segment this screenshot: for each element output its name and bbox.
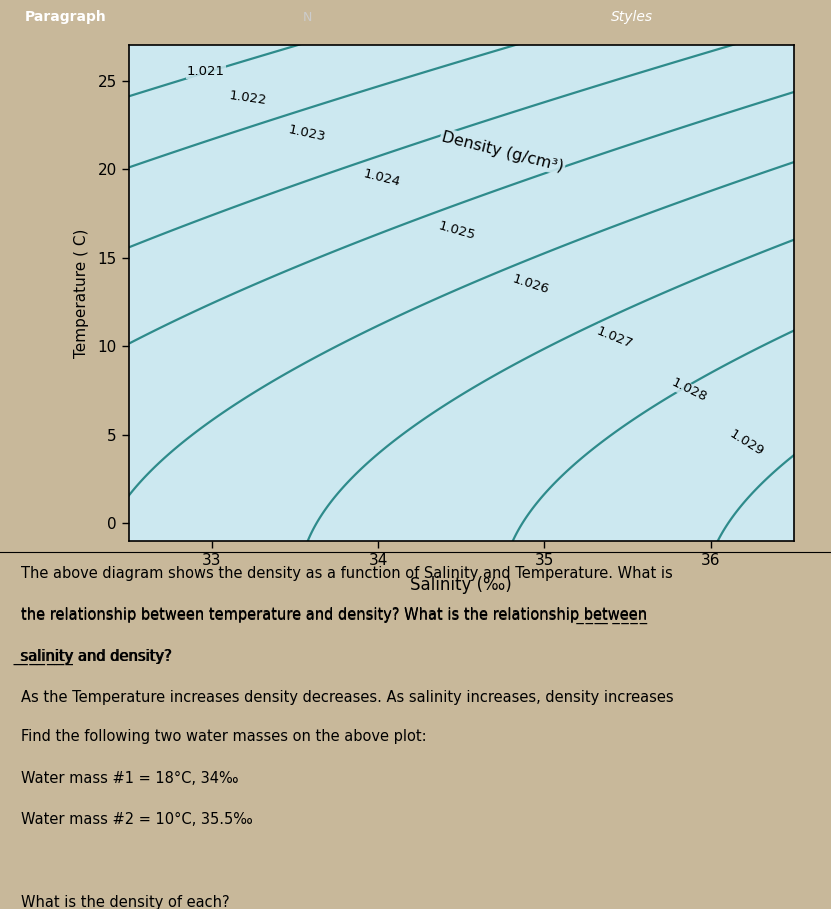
Text: Paragraph: Paragraph — [25, 10, 106, 25]
Text: What is the density of each?: What is the density of each? — [21, 894, 229, 909]
Text: Find the following two water masses on the above plot:: Find the following two water masses on t… — [21, 729, 426, 744]
Text: 1.028: 1.028 — [669, 376, 709, 405]
Text: salinity and density?: salinity and density? — [21, 649, 172, 664]
Text: As the Temperature increases density decreases. As salinity increases, density i: As the Temperature increases density dec… — [21, 690, 673, 705]
Text: the relationship between temperature and density? What is the relationship ̲b̲e̲: the relationship between temperature and… — [21, 607, 647, 624]
X-axis label: Salinity (‰): Salinity (‰) — [411, 576, 512, 594]
Text: N: N — [302, 11, 312, 24]
Text: 1.023: 1.023 — [287, 124, 327, 145]
Text: Density (g/cm³): Density (g/cm³) — [440, 129, 565, 174]
Text: ̲s̲a̲l̲i̲n̲i̲t̲y̲ and density?: ̲s̲a̲l̲i̲n̲i̲t̲y̲ and density? — [21, 649, 172, 664]
Text: 1.029: 1.029 — [727, 428, 766, 459]
Text: Styles: Styles — [611, 10, 652, 25]
Text: 1.027: 1.027 — [594, 325, 634, 351]
Y-axis label: Temperature ( C): Temperature ( C) — [75, 228, 90, 358]
Text: 1.022: 1.022 — [229, 89, 268, 107]
Text: 1.021: 1.021 — [187, 65, 225, 78]
Text: 1.026: 1.026 — [511, 273, 551, 296]
Text: 1.025: 1.025 — [436, 220, 476, 243]
Text: 1.024: 1.024 — [361, 167, 401, 189]
Text: Water mass #1 = 18°C, 34‰: Water mass #1 = 18°C, 34‰ — [21, 771, 238, 785]
Text: The above diagram shows the density as a function of Salinity and Temperature. W: The above diagram shows the density as a… — [21, 566, 672, 581]
Text: Water mass #2 = 10°C, 35.5‰: Water mass #2 = 10°C, 35.5‰ — [21, 812, 253, 827]
Text: the relationship between temperature and density? What is the relationship betwe: the relationship between temperature and… — [21, 607, 647, 623]
